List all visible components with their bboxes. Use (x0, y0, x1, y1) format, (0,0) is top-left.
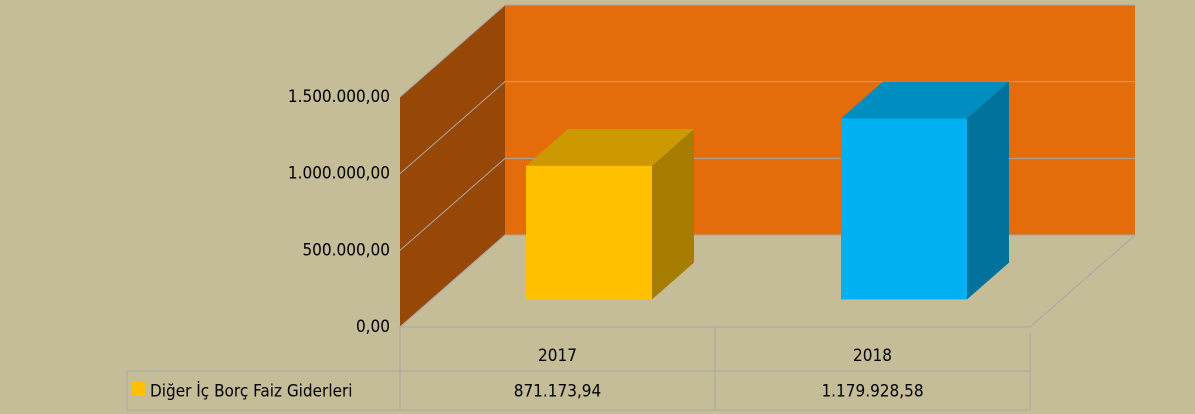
grid-line (399, 4, 1135, 98)
bar-top (526, 129, 694, 166)
bar-side (652, 129, 694, 300)
side-wall (400, 5, 505, 327)
floor (398, 234, 1137, 328)
bar-top (841, 81, 1009, 119)
bar (526, 165, 652, 300)
legend-swatch (131, 382, 145, 396)
table-value: 1.179.928,58 (821, 382, 923, 402)
x-tick-label: 2017 (538, 346, 577, 366)
y-tick-label: 0,00 (356, 317, 390, 337)
table-value: 871.173,94 (514, 382, 602, 402)
y-tick-label: 1.500.000,00 (288, 87, 390, 107)
y-tick-label: 500.000,00 (302, 240, 390, 260)
grid-line (399, 81, 1135, 175)
bar-side (967, 81, 1009, 300)
bar (841, 118, 967, 300)
y-tick-label: 1.000.000,00 (288, 164, 390, 184)
legend-label: Diğer İç Borç Faiz Giderleri (150, 381, 353, 402)
x-tick-label: 2018 (853, 346, 892, 366)
